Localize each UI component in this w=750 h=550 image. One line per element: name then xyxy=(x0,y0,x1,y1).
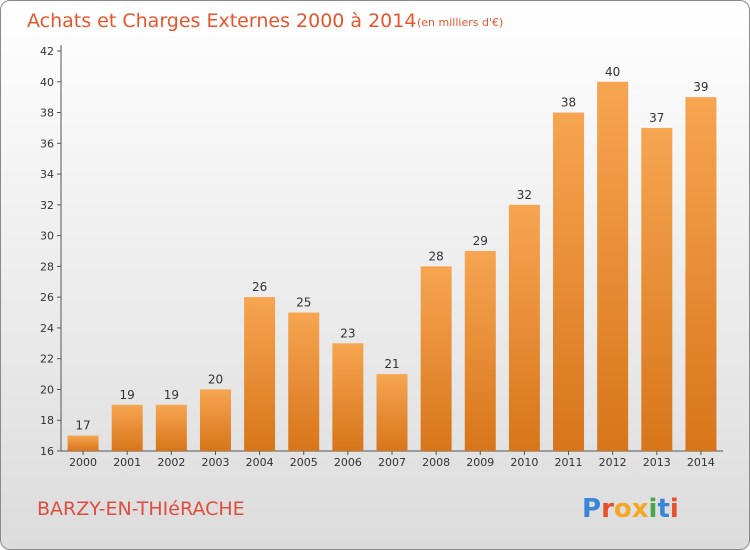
data-label-2007: 21 xyxy=(384,357,399,371)
logo-letter: t xyxy=(657,494,669,524)
chart-axes: 16 18 20 22 24 26 28 30 32 34 36 38 40 42 2000 2001 2002… xyxy=(40,45,723,469)
logo-letter: o xyxy=(614,494,632,524)
logo-letter: P xyxy=(582,494,601,524)
data-label-2003: 20 xyxy=(208,372,223,386)
bar-2010 xyxy=(508,204,540,451)
y-tick-label: 30 xyxy=(40,230,54,243)
y-tick-label: 28 xyxy=(40,260,54,273)
data-label-2011: 38 xyxy=(561,96,576,110)
x-tick-label-2006: 2006 xyxy=(334,456,362,469)
bar-2006 xyxy=(332,343,364,451)
data-label-2009: 29 xyxy=(473,234,488,248)
x-tick-label-2007: 2007 xyxy=(378,456,406,469)
data-label-2000: 17 xyxy=(75,419,90,433)
x-tick-label-2010: 2010 xyxy=(510,456,538,469)
y-tick-label: 36 xyxy=(40,137,54,150)
x-tick-label-2004: 2004 xyxy=(246,456,274,469)
x-tick-label-2005: 2005 xyxy=(290,456,318,469)
y-tick-label: 22 xyxy=(40,353,54,366)
bar-2011 xyxy=(553,112,585,452)
chart-subtitle: (en milliers d'€) xyxy=(417,16,503,29)
x-tick-label-2000: 2000 xyxy=(69,456,97,469)
data-label-2002: 19 xyxy=(164,388,179,402)
y-tick-label: 18 xyxy=(40,414,54,427)
proxiti-logo: Proxiti xyxy=(582,494,679,524)
y-tick-label: 42 xyxy=(40,45,54,58)
bar-2000 xyxy=(67,435,99,451)
logo-letter: r xyxy=(601,494,614,524)
logo-letter: i xyxy=(649,494,658,524)
bar-2002 xyxy=(155,404,187,451)
x-tick-label-2012: 2012 xyxy=(599,456,627,469)
x-tick-label-2009: 2009 xyxy=(466,456,494,469)
data-label-2006: 23 xyxy=(340,326,355,340)
chart-title: Achats et Charges Externes 2000 à 2014 xyxy=(27,10,416,32)
bar-2012 xyxy=(597,81,629,452)
y-tick-label: 40 xyxy=(40,76,54,89)
x-tick-label-2003: 2003 xyxy=(201,456,229,469)
data-label-2001: 19 xyxy=(120,388,135,402)
y-tick-label: 34 xyxy=(40,168,54,181)
x-tick-label-2013: 2013 xyxy=(643,456,671,469)
data-label-2005: 25 xyxy=(296,296,311,310)
bars-group: 17 19 19 20 26 25 23 21 28 29 32 38 40 37 39 xyxy=(67,65,717,452)
data-label-2012: 40 xyxy=(605,65,620,79)
data-label-2010: 32 xyxy=(517,188,532,202)
x-tick-label-2002: 2002 xyxy=(157,456,185,469)
bar-2013 xyxy=(641,127,673,451)
x-tick-label-2014: 2014 xyxy=(687,456,715,469)
logo-letter: x xyxy=(632,494,649,524)
bar-2005 xyxy=(288,312,320,451)
bar-2009 xyxy=(464,251,496,451)
data-label-2013: 37 xyxy=(649,111,664,125)
commune-name: BARZY-EN-THIéRACHE xyxy=(37,498,245,520)
y-tick-label: 20 xyxy=(40,383,54,396)
bar-2004 xyxy=(244,297,276,451)
y-tick-label: 38 xyxy=(40,107,54,120)
data-label-2004: 26 xyxy=(252,280,267,294)
y-tick-label: 24 xyxy=(40,322,54,335)
y-tick-label: 26 xyxy=(40,291,54,304)
bar-2014 xyxy=(685,97,717,452)
bar-2007 xyxy=(376,374,408,451)
bar-2008 xyxy=(420,266,452,451)
bar-2001 xyxy=(111,404,143,451)
x-tick-label-2008: 2008 xyxy=(422,456,450,469)
data-label-2014: 39 xyxy=(693,80,708,94)
logo-letter: i xyxy=(670,494,679,524)
x-tick-label-2001: 2001 xyxy=(113,456,141,469)
x-tick-label-2011: 2011 xyxy=(555,456,583,469)
bar-2003 xyxy=(199,389,231,451)
y-tick-label: 16 xyxy=(40,445,54,458)
y-tick-label: 32 xyxy=(40,199,54,212)
data-label-2008: 28 xyxy=(428,249,443,263)
